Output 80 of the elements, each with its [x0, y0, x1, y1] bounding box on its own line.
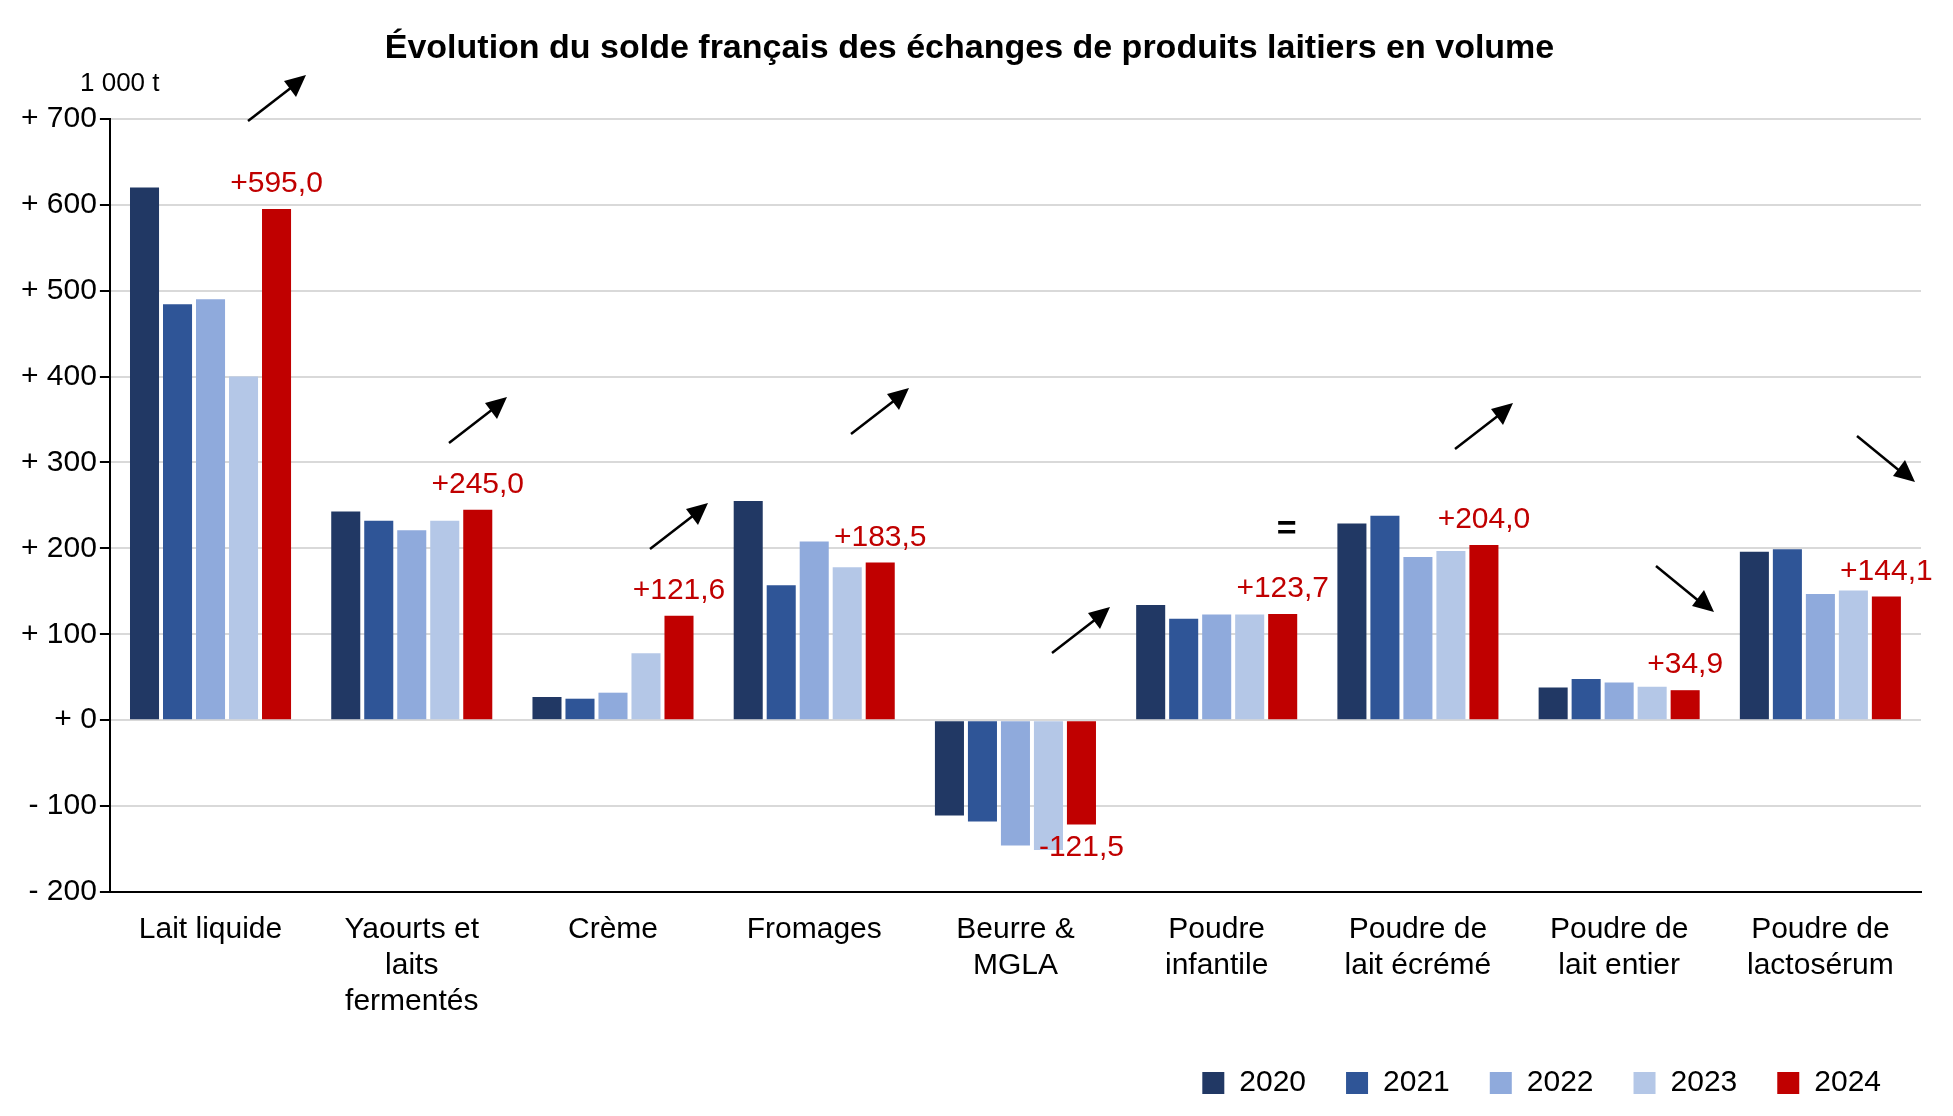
bar	[967, 721, 997, 822]
bar	[1403, 556, 1433, 720]
x-tick-label: Poudre de lait entier	[1549, 911, 1689, 981]
data-label: +595,0	[230, 165, 323, 199]
bar	[1772, 549, 1802, 720]
bar	[733, 501, 763, 720]
bar	[430, 520, 460, 720]
bar	[1805, 593, 1835, 720]
y-tick-label: + 200	[20, 529, 97, 563]
data-label: -121,5	[1038, 828, 1124, 862]
y-tick-label: + 500	[20, 271, 97, 305]
bar	[532, 696, 562, 720]
legend-label: 2021	[1383, 1064, 1450, 1098]
bar	[1838, 590, 1868, 720]
data-label: +204,0	[1437, 501, 1531, 535]
x-tick-label: Crème	[567, 911, 658, 945]
bar	[463, 509, 493, 720]
data-label: +245,0	[431, 465, 525, 499]
bar	[664, 615, 694, 720]
y-axis-title: 1 000 t	[80, 66, 161, 97]
annotation: =	[1276, 508, 1297, 547]
bar	[331, 511, 361, 720]
bar	[1604, 682, 1634, 720]
bar	[1571, 678, 1601, 720]
chart-title: Évolution du solde français des échanges de produits laitiers en volume	[384, 26, 1555, 65]
bar	[229, 376, 259, 720]
legend-label: 2024	[1814, 1064, 1882, 1098]
x-tick-label: Beurre & MGLA	[956, 911, 1075, 981]
bar	[1538, 687, 1568, 720]
data-label: +123,7	[1236, 570, 1329, 604]
bar	[1169, 618, 1199, 720]
x-tick-label: Poudre de lait écrémé	[1344, 911, 1492, 981]
y-tick-label: + 700	[20, 100, 97, 134]
bar	[1370, 515, 1400, 720]
x-tick-label: Poudre de lactosérum	[1747, 911, 1894, 981]
legend-label: 2023	[1670, 1064, 1738, 1098]
bar	[163, 304, 193, 720]
bar	[262, 209, 292, 720]
legend-label: 2022	[1526, 1064, 1594, 1098]
bar	[1235, 614, 1265, 720]
bar	[832, 567, 862, 720]
y-tick-label: - 200	[28, 873, 97, 907]
bar	[565, 698, 595, 720]
bar	[766, 585, 796, 720]
bar	[1202, 614, 1232, 720]
y-tick-label: + 0	[54, 701, 97, 735]
bar	[364, 520, 394, 720]
x-tick-label: Yaourts et laits fermentés	[344, 911, 480, 1017]
bar	[130, 187, 160, 720]
bar	[1268, 613, 1298, 720]
bar	[397, 530, 427, 720]
legend-label: 2020	[1239, 1064, 1307, 1098]
x-tick-label: Fromages	[746, 911, 882, 945]
data-label: +34,9	[1647, 646, 1724, 680]
y-tick-label: - 100	[28, 787, 97, 821]
bar	[598, 692, 628, 720]
y-tick-label: + 400	[20, 357, 97, 391]
bar	[1436, 550, 1466, 720]
bar	[631, 653, 661, 720]
bar	[1739, 551, 1769, 720]
data-label: +183,5	[833, 518, 927, 552]
y-tick-label: + 300	[20, 443, 97, 477]
bar	[934, 721, 964, 816]
bar	[1066, 721, 1096, 825]
bar	[1136, 605, 1166, 720]
data-label: +121,6	[632, 571, 726, 605]
x-tick-label: Poudre infantile	[1164, 911, 1269, 981]
y-tick-label: + 600	[20, 185, 97, 219]
bar	[799, 541, 829, 720]
bar	[1337, 523, 1367, 720]
bar	[1871, 596, 1901, 720]
data-label: +144,1	[1840, 552, 1933, 586]
bar	[196, 299, 226, 720]
bar	[1670, 690, 1700, 720]
x-tick-label: Lait liquide	[138, 911, 283, 945]
bar	[1000, 721, 1030, 846]
bar	[865, 562, 895, 720]
y-tick-label: + 100	[20, 615, 97, 649]
bar	[1637, 686, 1667, 720]
bar	[1469, 544, 1499, 720]
